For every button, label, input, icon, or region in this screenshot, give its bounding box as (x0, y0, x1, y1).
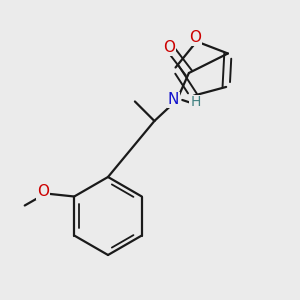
Text: H: H (190, 95, 201, 110)
Text: O: O (164, 40, 175, 55)
Text: O: O (189, 30, 201, 45)
Text: N: N (168, 92, 179, 107)
Text: O: O (37, 184, 49, 199)
